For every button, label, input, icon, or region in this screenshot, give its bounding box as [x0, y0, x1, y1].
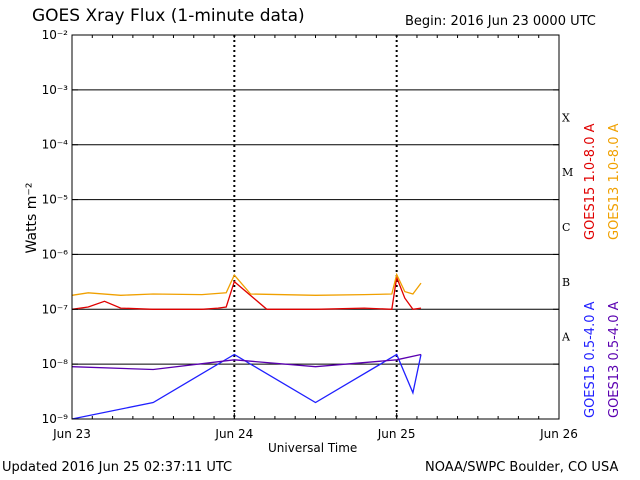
flare-class-label: X: [562, 111, 570, 124]
begin-value: 2016 Jun 23 0000 UTC: [450, 14, 596, 29]
x-tick-label: Jun 23: [52, 427, 91, 441]
credit-text: NOAA/SWPC Boulder, CO USA: [425, 460, 619, 475]
legend-entry: GOES15 0.5-4.0 A: [583, 301, 598, 418]
flare-class-label: M: [562, 166, 573, 179]
x-tick-label: Jun 26: [539, 427, 578, 441]
xray-flux-plot: 10⁻⁹ 10⁻⁸ 10⁻⁷ 10⁻⁶ 10⁻⁵ 10⁻⁴ 10⁻³ 10⁻² Jun 23 Ju…: [42, 28, 578, 441]
legend-entry: GOES13 1.0-8.0 A: [607, 123, 622, 240]
series-line-0: [71, 275, 422, 311]
legend-entry: GOES15 1.0-8.0 A: [583, 123, 598, 240]
begin-label-text: Begin:: [405, 14, 447, 29]
y-tick-label: 10⁻⁷: [42, 302, 69, 316]
legend-entry: GOES13 0.5-4.0 A: [607, 301, 622, 418]
chart-title: GOES Xray Flux (1-minute data): [32, 6, 305, 26]
x-axis-label: Universal Time: [268, 441, 358, 455]
y-tick-label: 10⁻²: [42, 28, 69, 42]
plot-frame: [71, 34, 560, 420]
series-line-1: [71, 272, 422, 296]
y-axis-label: Watts m⁻²: [24, 182, 40, 254]
y-tick-label: 10⁻⁶: [42, 247, 69, 261]
y-tick-label: 10⁻³: [42, 83, 69, 97]
flare-class-label: C: [562, 221, 570, 234]
flare-class-label: A: [561, 331, 571, 344]
x-tick-label: Jun 25: [377, 427, 416, 441]
flare-class-label: B: [562, 276, 570, 289]
y-tick-label: 10⁻⁸: [42, 357, 69, 371]
y-tick-label: 10⁻⁴: [42, 138, 69, 152]
updated-timestamp: Updated 2016 Jun 25 02:37:11 UTC: [2, 460, 233, 475]
begin-label: Begin: 2016 Jun 23 0000 UTC: [405, 14, 596, 29]
series-line-2: [71, 353, 422, 420]
y-tick-label: 10⁻⁵: [42, 193, 69, 207]
y-tick-label: 10⁻⁹: [42, 412, 69, 426]
x-tick-label: Jun 24: [214, 427, 253, 441]
series-line-3: [71, 353, 422, 371]
